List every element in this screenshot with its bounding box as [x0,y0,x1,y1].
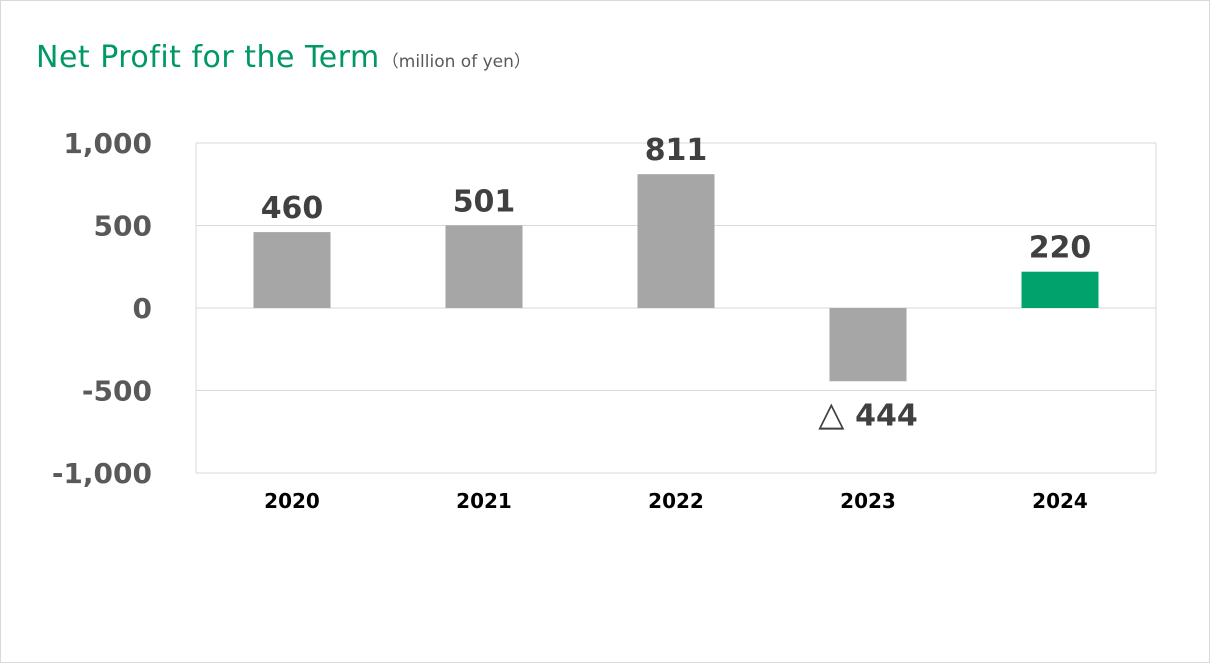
y-tick-label: 1,000 [63,127,152,160]
x-category-label-2023: 2023 [840,489,896,513]
chart-title-text: Net Profit for the Term [36,40,380,75]
x-category-label-2024: 2024 [1032,489,1088,513]
bar-2020 [253,232,331,308]
chart-title: Net Profit for the Term （million of yen） [36,40,531,75]
data-label-2022: 811 [645,133,708,168]
y-tick-label: 0 [133,292,152,325]
data-labels: 460 501 811 △ 444 220 [261,133,1092,434]
bar-2024 [1021,271,1099,308]
chart-unit-label: （million of yen） [381,52,531,72]
data-label-2020: 460 [261,191,324,226]
y-tick-label: 500 [94,210,152,243]
y-axis-tick-labels: 1,000 500 0 -500 -1,000 [52,127,152,490]
data-label-2021: 501 [453,184,516,219]
bars [253,174,1099,382]
data-label-2024: 220 [1029,231,1092,266]
y-tick-label: -500 [82,375,152,408]
y-tick-label: -1,000 [52,457,152,490]
x-axis-category-labels: 2020 2021 2022 2023 2024 [264,489,1088,513]
x-category-label-2022: 2022 [648,489,704,513]
x-category-label-2020: 2020 [264,489,320,513]
bar-2022 [637,174,715,308]
data-label-2023: △ 444 [818,394,918,434]
x-category-label-2021: 2021 [456,489,512,513]
bar-2023 [829,308,907,382]
bar-2021 [445,225,523,308]
